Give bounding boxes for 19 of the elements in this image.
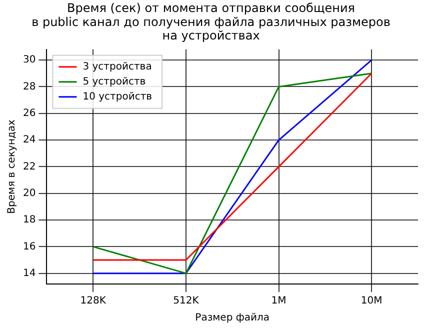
y-tick-label: 28 (22, 81, 36, 92)
x-tick-label: 10M (360, 296, 382, 307)
legend-label: 10 устройств (82, 91, 152, 102)
x-tick-label: 128K (80, 296, 106, 307)
y-tick-label: 22 (22, 161, 36, 172)
y-tick-label: 24 (22, 134, 36, 146)
y-tick-label: 20 (22, 188, 36, 199)
y-axis-title: Время в секундах (6, 119, 18, 214)
y-tick-label: 26 (22, 108, 36, 119)
y-tick-label: 30 (22, 54, 36, 66)
x-axis-title: Размер файла (195, 312, 270, 324)
x-tick-label: 1M (271, 296, 286, 307)
y-tick-label: 18 (22, 214, 36, 226)
y-tick-label: 16 (22, 241, 36, 252)
y-tick-label: 14 (22, 268, 36, 279)
chart-title: Время (сек) от момента отправки сообщения в public канал до получения файла различных размеров на устройствах (32, 1, 390, 43)
legend-label: 5 устройств (82, 76, 146, 88)
x-tick-label: 512K (173, 296, 200, 307)
legend-label: 3 устройства (82, 61, 152, 72)
